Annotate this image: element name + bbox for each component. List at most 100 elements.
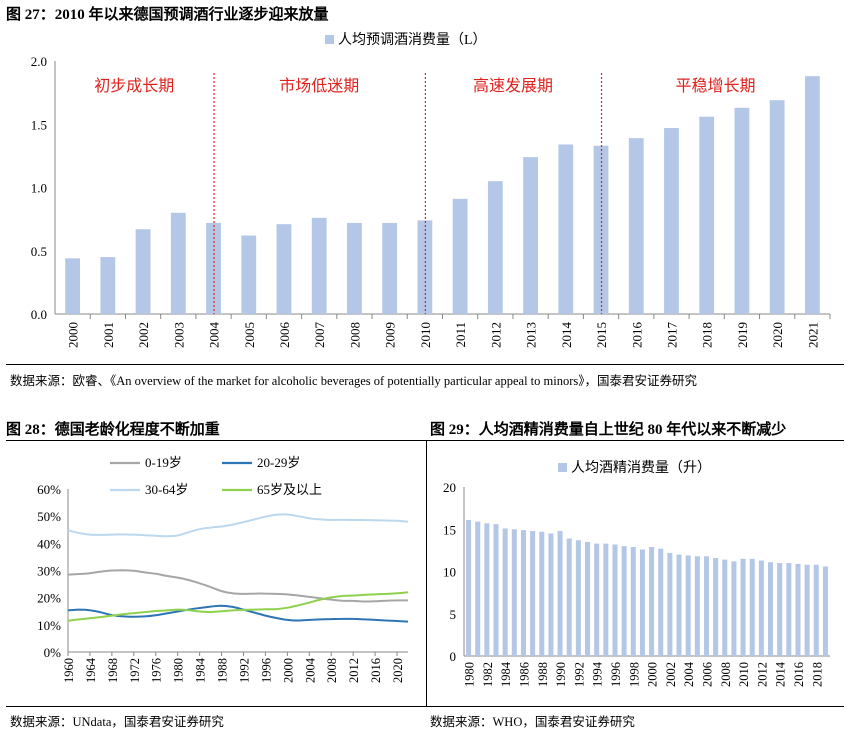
fig29-xtick-label: 2008 xyxy=(719,662,733,687)
fig27-legend-label: 人均预调酒消费量（L） xyxy=(338,32,487,48)
fig27-xtick-label: 2018 xyxy=(700,322,715,348)
fig29-xtick-label: 1992 xyxy=(572,662,586,687)
fig29-bar-1984 xyxy=(502,528,508,656)
fig27-bar-2009 xyxy=(382,222,398,314)
fig27-divider xyxy=(6,364,844,365)
fig28-chart: 0-19岁 20-29岁 30-64岁 65岁及以上 0% 10% 20% 30% 40% 50%… xyxy=(37,455,409,683)
fig27-xtick-label: 2013 xyxy=(524,322,539,348)
fig29-ytick-label: 10 xyxy=(443,565,456,580)
fig29-bar-2008 xyxy=(722,559,728,656)
fig29-xtick-label: 2016 xyxy=(792,662,806,687)
fig29-bar-2002 xyxy=(667,552,673,656)
fig29-bar-1988 xyxy=(539,531,545,656)
fig29-ytick-label: 20 xyxy=(443,480,456,495)
fig29-xtick-label: 2002 xyxy=(664,662,678,687)
fig27-bar-2000 xyxy=(65,258,81,314)
fig27-phase-label: 平稳增长期 xyxy=(676,77,756,95)
fig27-xtick-label: 2004 xyxy=(207,322,222,349)
fig29-bar-1995 xyxy=(603,543,609,656)
fig-column-divider xyxy=(426,440,427,706)
fig28-ytick-label: 50% xyxy=(37,509,61,524)
fig29-xtick-label: 2004 xyxy=(682,661,696,687)
fig27-phase-label: 初步成长期 xyxy=(94,77,174,95)
fig27-xtick-label: 2012 xyxy=(488,322,503,348)
fig29-bar-1982 xyxy=(484,523,490,656)
fig27-bar-2006 xyxy=(276,224,292,314)
fig28-xtick-label: 1992 xyxy=(237,658,251,683)
fig27-source: 数据来源：欧睿、《An overview of the market for a… xyxy=(10,374,697,388)
fig27-legend-swatch xyxy=(325,35,334,44)
fig27-xtick-label: 2000 xyxy=(66,322,81,348)
fig29-bar-2014 xyxy=(777,563,783,656)
fig27-ytick-label: 1.0 xyxy=(31,181,47,196)
fig29-bar-2018 xyxy=(813,564,819,656)
fig28-legend-label: 20-29岁 xyxy=(257,455,300,470)
fig27-xtick-label: 2011 xyxy=(453,322,468,348)
fig28-title: 图 28：德国老龄化程度不断加重 xyxy=(6,422,220,438)
fig28-ytick-label: 30% xyxy=(37,564,61,579)
fig28-ytick-label: 20% xyxy=(37,591,61,606)
fig28-xtick-label: 1964 xyxy=(84,657,98,683)
fig28-xtick-label: 2000 xyxy=(281,658,295,683)
fig29-bar-2001 xyxy=(658,548,664,656)
fig27-bar-2010 xyxy=(417,220,433,314)
fig28-xtick-label: 1996 xyxy=(259,658,273,683)
fig27-bar-2021 xyxy=(804,76,820,315)
fig27-bar-2019 xyxy=(734,107,750,315)
fig29-bar-1991 xyxy=(566,538,572,656)
fig29-bar-1998 xyxy=(630,546,636,656)
fig27-xtick-label: 2016 xyxy=(629,322,644,349)
fig27-ytick-label: 2.0 xyxy=(31,54,47,69)
fig29-bar-1987 xyxy=(530,530,536,656)
fig29-xtick-label: 1996 xyxy=(609,662,623,687)
fig29-xtick-label: 1980 xyxy=(463,662,477,687)
fig27-xtick-label: 2019 xyxy=(735,322,750,348)
fig27-xtick-label: 2006 xyxy=(277,322,292,349)
fig27-bar-2002 xyxy=(135,229,151,314)
fig28-xtick-label: 2020 xyxy=(391,658,405,683)
fig29-bar-2003 xyxy=(676,554,682,656)
fig29-bar-2007 xyxy=(713,557,719,656)
fig29-bar-1981 xyxy=(475,521,481,656)
fig27-xtick-label: 2015 xyxy=(594,322,609,348)
fig27-bar-2011 xyxy=(452,198,468,314)
fig28-series-30-64岁 xyxy=(67,513,409,538)
fig29-bar-2006 xyxy=(703,556,709,656)
fig29-bar-1985 xyxy=(511,529,517,656)
fig27-bar-2012 xyxy=(487,181,503,314)
fig29-title: 图 29：人均酒精消费量自上世纪 80 年代以来不断减少 xyxy=(430,422,787,438)
fig29-bar-2005 xyxy=(694,556,700,656)
fig27-xtick-label: 2010 xyxy=(418,322,433,348)
fig27-xtick-label: 2002 xyxy=(136,322,151,348)
fig29-xtick-label: 2012 xyxy=(755,662,769,687)
fig29-chart: 人均酒精消费量（升） 0 5 10 15 20 1980 1982 1984 1986 1988 19… xyxy=(443,460,830,687)
fig27-xtick-label: 2020 xyxy=(770,322,785,348)
fig29-bar-1990 xyxy=(557,530,563,656)
fig29-bar-2017 xyxy=(804,564,810,656)
fig29-bar-2015 xyxy=(786,563,792,656)
fig29-xtick-label: 1984 xyxy=(499,661,513,687)
fig27-bar-2001 xyxy=(100,257,116,314)
fig29-bar-1993 xyxy=(585,541,591,656)
fig29-bar-1980 xyxy=(466,519,472,656)
fig29-bar-1997 xyxy=(621,546,627,656)
fig28-source: 数据来源：UNdata，国泰君安证券研究 xyxy=(10,715,224,729)
fig27-bar-2005 xyxy=(241,235,257,314)
fig27-xtick-label: 2001 xyxy=(101,322,116,348)
fig27-phase-label: 市场低迷期 xyxy=(279,77,359,95)
fig27-bar-2008 xyxy=(347,222,362,314)
fig29-xtick-label: 2018 xyxy=(810,662,824,687)
fig27-xtick-label: 2007 xyxy=(312,322,327,349)
fig28-xtick-label: 1960 xyxy=(62,658,76,683)
fig29-xtick-label: 1990 xyxy=(554,662,568,687)
fig27-bar-2003 xyxy=(170,212,186,314)
fig27-bar-2017 xyxy=(664,128,679,314)
fig29-bar-1999 xyxy=(639,549,645,656)
fig28-xtick-label: 1968 xyxy=(106,658,120,683)
fig28-xtick-label: 2012 xyxy=(347,658,361,683)
fig27-title: 图 27：2010 年以来德国预调酒行业逐步迎来放量 xyxy=(6,7,329,23)
fig29-ytick-label: 0 xyxy=(450,649,457,664)
fig27-ytick-label: 1.5 xyxy=(31,117,47,132)
fig29-bar-2016 xyxy=(795,563,801,656)
fig27-xtick-label: 2003 xyxy=(171,322,186,348)
